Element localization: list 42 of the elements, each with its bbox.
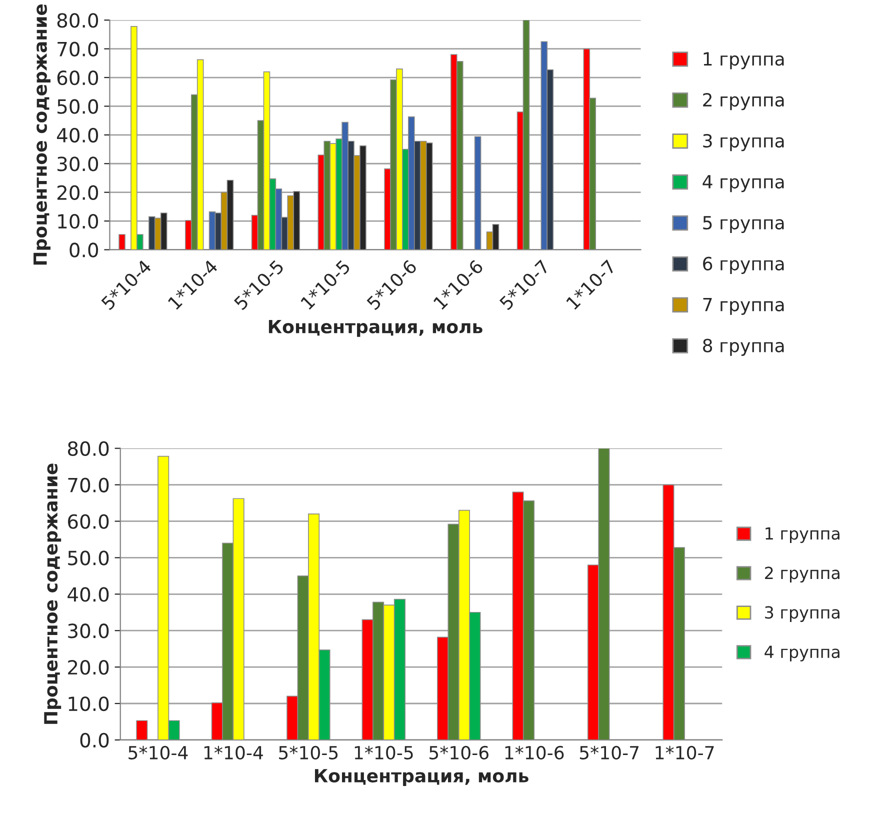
y-tick-label: 70.0 (58, 42, 98, 56)
y-tick-label: 30.0 (68, 624, 109, 638)
legend-label: 1 группа (766, 527, 840, 544)
x-tick-label: 1*10-5 (354, 746, 413, 760)
x-tick-label: 5*10-4 (128, 746, 188, 760)
legend-label: 8 группа (703, 338, 784, 356)
y-axis-title: Процентное содержание (34, 4, 50, 265)
y-tick-label: 50.0 (58, 99, 98, 114)
y-axis-title: Процентное содержание (44, 464, 62, 724)
legend-label: 7 группа (703, 298, 784, 315)
y-tick-label: 40.0 (68, 587, 109, 602)
y-tick-label: 20.0 (68, 660, 109, 675)
x-axis-title: Концентрация, моль (268, 320, 482, 337)
y-tick-label: 30.0 (58, 156, 98, 172)
y-tick-label: 70.0 (68, 478, 109, 492)
legend-label: 2 группа (765, 566, 840, 582)
y-tick-label: 60.0 (57, 70, 98, 86)
x-tick-label: 1*10-7 (656, 746, 714, 760)
legend-label: 4 группа (702, 175, 784, 192)
y-tick-label: 20.0 (57, 185, 98, 200)
legend-label: 3 группа (765, 606, 840, 622)
y-tick-label: 10.0 (58, 214, 98, 229)
legend-label: 6 группа (703, 256, 784, 274)
x-tick-label: 5*10-5 (279, 746, 338, 760)
x-axis-title: Концентрация, моль (314, 769, 528, 786)
legend-label: 2 группа (703, 93, 784, 110)
y-tick-label: 10.0 (68, 696, 109, 712)
y-tick-label: 80.0 (68, 441, 109, 456)
y-tick-label: 60.0 (68, 514, 109, 529)
legend-label: 4 группа (764, 646, 840, 662)
y-tick-label: 0.0 (80, 732, 109, 748)
x-tick-label: 5*10-7 (580, 746, 639, 760)
y-tick-label: 40.0 (56, 128, 98, 143)
legend-label: 5 группа (703, 216, 784, 234)
legend-label: 1 группа (704, 52, 784, 70)
x-tick-label: 1*10-6 (505, 746, 564, 760)
x-tick-label: 5*10-6 (430, 746, 488, 760)
x-tick-label: 1*10-4 (204, 746, 263, 760)
y-tick-label: 50.0 (68, 550, 109, 566)
y-tick-label: 0.0 (70, 242, 98, 258)
y-tick-label: 80.0 (57, 13, 98, 28)
legend-label: 3 группа (703, 134, 784, 152)
